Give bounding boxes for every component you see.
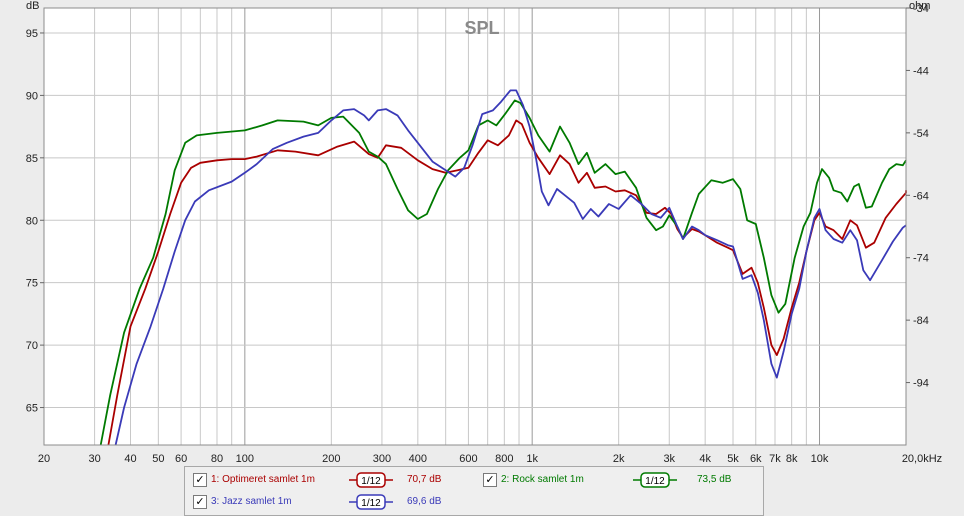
x-tick-label: 8k [786,453,798,464]
smoothing-button[interactable]: 1/12 [633,472,677,488]
y-tick-label: 80 [26,215,38,227]
smoothing-button[interactable]: 1/12 [349,472,393,488]
x-tick-label: 1k [526,453,538,464]
x-tick-label: 40 [124,453,136,464]
x-tick-label: 800 [495,453,513,464]
y-axis-unit-label: dB [26,0,39,12]
smoothing-label: 1/12 [645,476,665,487]
x-tick-label: 80 [211,453,223,464]
legend-item-rock[interactable]: ✓ 2: Rock samlet 1m 1/12 73,5 dB [483,472,759,488]
x-tick-label: 6k [750,453,762,464]
legend-panel: ✓ 1: Optimeret samlet 1m 1/12 70,7 dB ✓ … [184,466,764,516]
y-tick-label: 90 [26,90,38,102]
x-tick-label: 4k [699,453,711,464]
series-line-2[interactable] [99,99,907,446]
x-tick-label: 5k [727,453,739,464]
legend-value: 69,6 dB [407,496,442,507]
y-tick-label: 75 [26,278,38,290]
legend-value: 73,5 dB [697,474,732,485]
y2-axis-unit-label: ohm [909,0,930,12]
x-tick-label: 2k [613,453,625,464]
x-tick-label: 60 [175,453,187,464]
chart-title: SPL [464,18,499,38]
legend-checkbox[interactable]: ✓ [193,473,207,487]
legend-item-jazz[interactable]: ✓ 3: Jazz samlet 1m 1/12 69,6 dB [193,494,473,510]
x-tick-label: 300 [373,453,391,464]
x-tick-label: 400 [409,453,427,464]
y2-tick-label: -44 [913,65,929,77]
series-line-3[interactable] [114,89,907,446]
legend-label: 2: Rock samlet 1m [501,474,584,485]
legend-label: 1: Optimeret samlet 1m [211,474,315,485]
legend-label: 3: Jazz samlet 1m [211,496,292,507]
plot-area [44,8,906,445]
x-tick-label: 600 [459,453,477,464]
x-tick-label: 20,0kHz [902,453,942,464]
y2-tick-label: -34 [913,3,929,15]
y2-tick-label: -64 [913,190,929,202]
y2-tick-label: -84 [913,315,929,327]
legend-checkbox[interactable]: ✓ [193,495,207,509]
smoothing-button[interactable]: 1/12 [349,494,393,510]
x-tick-label: 7k [769,453,781,464]
y-tick-label: 70 [26,340,38,352]
legend-checkbox[interactable]: ✓ [483,473,497,487]
y2-tick-label: -54 [913,128,929,140]
grid-lines [44,8,906,445]
x-tick-label: 50 [152,453,164,464]
x-tick-label: 20 [38,453,50,464]
smoothing-label: 1/12 [361,476,381,487]
legend-item-optimeret[interactable]: ✓ 1: Optimeret samlet 1m 1/12 70,7 dB [193,472,473,488]
x-tick-label: 10k [811,453,829,464]
axis-labels: 95 90 85 80 75 70 65 -34 -44 -54 -64 -74 -84 -94 20 30 4… [26,3,942,464]
x-tick-label: 3k [663,453,675,464]
x-tick-label: 200 [322,453,340,464]
series-group[interactable] [99,89,907,446]
y-tick-label: 85 [26,153,38,165]
legend-value: 70,7 dB [407,474,442,485]
plot-border [43,7,907,446]
y2-tick-label: -74 [913,253,929,265]
x-tick-label: 30 [88,453,100,464]
x-tick-label: 100 [236,453,254,464]
y-tick-label: 95 [26,28,38,40]
y2-tick-label: -94 [913,378,929,390]
spl-chart: 95 90 85 80 75 70 65 -34 -44 -54 -64 -74 -84 -94 20 30 4… [26,0,942,464]
smoothing-label: 1/12 [361,498,381,509]
y-tick-label: 65 [26,403,38,415]
